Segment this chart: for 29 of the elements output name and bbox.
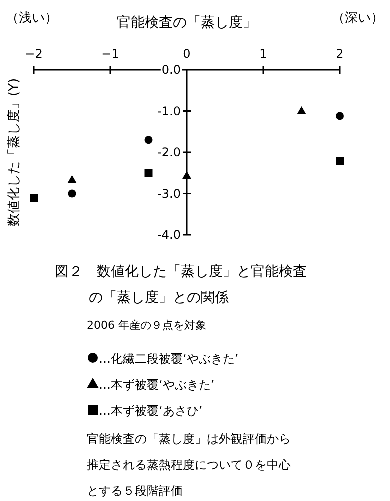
text: （浅い） <box>6 11 58 26</box>
legend-label: …化繊二段被覆‘やぶきた’ <box>99 352 239 366</box>
text: （深い） <box>332 11 384 26</box>
point <box>30 194 38 202</box>
x-tick-label: 1 <box>260 47 268 61</box>
y-tick-label: -1.0 <box>158 104 181 118</box>
x-tick-label: −2 <box>25 47 43 61</box>
legend-label: …本ず被覆‘あさひ’ <box>99 404 203 418</box>
point <box>297 106 306 114</box>
x-tick-label: 0 <box>183 47 191 61</box>
point <box>144 136 153 144</box>
point <box>68 175 77 184</box>
y-axis-title: 数値化した「蒸し度」(Y) <box>6 78 22 227</box>
x-tick-label: −1 <box>102 47 120 61</box>
point <box>144 169 153 178</box>
y-tick-label: -4.0 <box>158 228 181 242</box>
point <box>336 112 344 120</box>
y-tick-label: -3.0 <box>158 186 181 201</box>
text: 図２ 数値化した「蒸し度」と官能検査の「蒸し度」との関係 <box>55 264 307 306</box>
point <box>336 157 344 166</box>
y-tick-label: 0.0 <box>162 63 181 77</box>
legend-label: …本ず被覆‘やぶきた’ <box>99 378 215 392</box>
text: 官能検査の「蒸し度」は外観評価から推定される蒸熱程度について０を中心とする５段階評価 <box>87 432 291 498</box>
y-tick-label: -2.0 <box>158 146 181 160</box>
x-tick-label: 2 <box>336 47 344 61</box>
point <box>182 171 192 180</box>
x-axis-title: 官能検査の「蒸し度」 <box>117 15 257 31</box>
point <box>68 190 76 198</box>
text: 2006 年産の９点を対象 <box>87 319 206 332</box>
